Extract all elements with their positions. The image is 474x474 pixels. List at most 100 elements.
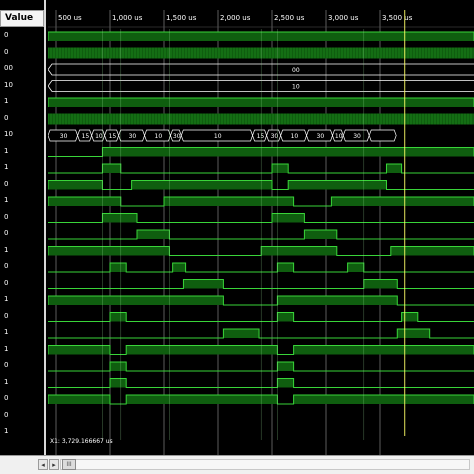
high-fill-row-12 [137, 230, 170, 239]
high-fill-row-14 [110, 263, 127, 272]
high-fill-row-19 [293, 345, 474, 355]
signal-trace-row-14 [48, 262, 474, 273]
high-fill-row-13 [261, 246, 337, 256]
bus-value-row-6-13: 30 [353, 133, 361, 140]
signal-trace-row-15 [48, 279, 474, 289]
waveform-canvas[interactable]: 500 us 1,000 us 1,500 us 2,000 us 2,500 us 3,… [48, 0, 474, 455]
high-fill-row-12 [304, 230, 337, 239]
high-fill-row-15 [363, 279, 398, 289]
horizontal-scrollbar[interactable]: ◂ ▸ III [0, 455, 474, 474]
signal-value-12: 0 [4, 229, 9, 237]
tick-label-3: 2,000 us [220, 14, 251, 22]
signal-value-19: 1 [4, 344, 9, 353]
bus-value-row-6-5: 10 [155, 133, 163, 140]
bus-outline-row-2 [48, 63, 474, 76]
signal-trace-row-10 [48, 196, 474, 207]
bus-value-row-6-12: 10 [335, 133, 343, 140]
value-panel: Value 0 0 00 10 1 0 10 1 1 0 1 0 0 1 0 0 1 0 1 1 0 1 0 0 1 [0, 0, 46, 455]
signal-value-21: 1 [4, 377, 9, 386]
signal-value-7: 1 [4, 146, 9, 155]
signal-value-5: 0 [4, 113, 9, 122]
bus-segment-row-6-14 [368, 129, 397, 142]
high-fill-row-20 [110, 362, 127, 371]
signal-value-22: 0 [4, 394, 9, 402]
signal-trace-row-21 [48, 378, 474, 388]
signal-value-2: 00 [4, 64, 13, 72]
scroll-track[interactable] [60, 459, 470, 470]
high-fill-row-9 [131, 180, 272, 190]
signal-value-8: 1 [4, 163, 9, 171]
tick-label-5: 3,000 us [328, 14, 359, 22]
signal-value-24: 1 [4, 427, 9, 435]
high-fill-row-22 [48, 395, 110, 404]
signal-value-4: 1 [4, 97, 9, 105]
bus-label-row-3: 10 [292, 84, 300, 91]
high-fill-row-16 [277, 296, 398, 305]
bus-label-row-2: 00 [292, 67, 300, 74]
bus-value-row-6-7: 10 [214, 133, 222, 140]
high-fill-row-13 [390, 246, 474, 256]
clock-trace-row-5 [48, 113, 472, 125]
high-fill-row-8 [386, 164, 402, 173]
high-fill-row-11 [272, 213, 305, 223]
bus-value-row-6-3: 15 [109, 133, 117, 140]
signal-value-3: 10 [4, 80, 13, 89]
tick-label-2: 1,500 us [166, 14, 197, 22]
high-fill-row-21 [277, 378, 294, 388]
signal-trace-row-22 [48, 394, 474, 405]
scroll-thumb[interactable]: III [62, 459, 76, 470]
signal-value-18: 1 [4, 328, 9, 336]
scroll-right-icon[interactable]: ▸ [49, 459, 59, 470]
high-fill-row-19 [126, 345, 278, 355]
signal-value-6: 10 [4, 130, 13, 138]
high-fill-row-14 [277, 263, 294, 272]
high-fill-row-10 [331, 197, 474, 206]
high-fill-row-22 [293, 395, 474, 404]
signal-value-0: 0 [4, 31, 9, 39]
high-fill-row-7 [102, 147, 474, 157]
signal-trace-row-19 [48, 345, 474, 355]
signal-value-15: 0 [4, 278, 9, 287]
signal-trace-row-12 [48, 229, 474, 240]
clock-trace-row-1 [48, 47, 472, 59]
bus-value-row-6-8: 15 [257, 133, 265, 140]
high-fill-row-10 [48, 197, 121, 206]
signal-value-20: 0 [4, 361, 9, 369]
high-fill-row-11 [102, 213, 137, 223]
signal-value-11: 0 [4, 212, 9, 221]
signal-trace-row-20 [48, 361, 474, 372]
bus-value-row-6-0: 30 [60, 133, 68, 140]
high-fill-row-18 [223, 329, 260, 338]
high-fill-row-17 [110, 312, 127, 322]
high-fill-row-14 [347, 263, 364, 272]
bus-value-row-6-1: 15 [82, 133, 90, 140]
high-fill-row-18 [397, 329, 430, 338]
high-fill-row-17 [401, 312, 418, 322]
scroll-left-icon[interactable]: ◂ [38, 459, 48, 470]
signal-value-1: 0 [4, 47, 9, 56]
signal-trace-row-8 [48, 163, 474, 174]
signal-trace-row-17 [48, 312, 474, 322]
tick-label-6: 3,500 us [382, 14, 413, 22]
high-fill-row-9 [48, 180, 103, 190]
bus-value-row-6-6: 30 [173, 133, 181, 140]
high-fill-row-9 [288, 180, 387, 190]
high-fill-row-19 [48, 345, 110, 355]
signal-value-17: 0 [4, 311, 9, 320]
high-fill-row-16 [48, 296, 224, 305]
waveform-area[interactable]: 500 us 1,000 us 1,500 us 2,000 us 2,500 us 3,… [48, 0, 474, 455]
signal-value-23: 0 [4, 410, 9, 419]
cursor-readout: X1: 3,729.166667 us [50, 438, 113, 445]
value-column-header[interactable]: Value [0, 10, 44, 27]
high-fill-row-10 [164, 197, 294, 206]
high-fill-row-21 [110, 378, 127, 388]
bus-value-row-6-10: 10 [291, 133, 299, 140]
high-fill-row-15 [183, 279, 224, 289]
tick-label-0: 500 us [58, 14, 82, 22]
signal-value-16: 1 [4, 295, 9, 303]
signal-value-10: 1 [4, 196, 9, 204]
high-fill-row-8 [102, 164, 121, 173]
signal-value-9: 0 [4, 179, 9, 188]
high-fill-row-13 [48, 246, 170, 256]
